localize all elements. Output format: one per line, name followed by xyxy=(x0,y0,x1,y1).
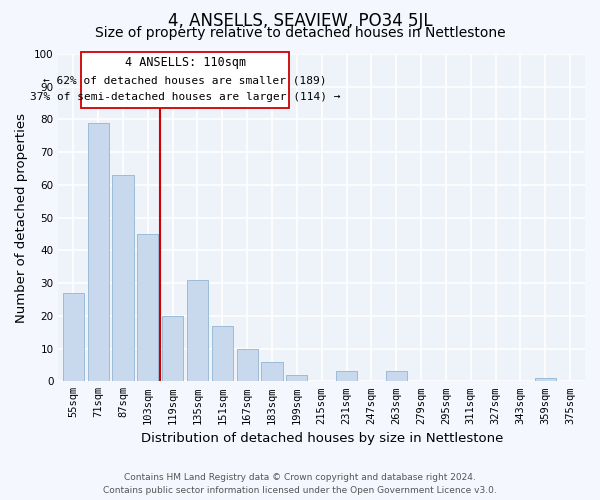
Bar xyxy=(336,372,357,382)
Text: Contains HM Land Registry data © Crown copyright and database right 2024.
Contai: Contains HM Land Registry data © Crown c… xyxy=(103,474,497,495)
Bar xyxy=(386,372,407,382)
Bar xyxy=(63,293,84,382)
Bar xyxy=(112,175,134,382)
X-axis label: Distribution of detached houses by size in Nettlestone: Distribution of detached houses by size … xyxy=(140,432,503,445)
Text: 4 ANSELLS: 110sqm: 4 ANSELLS: 110sqm xyxy=(125,56,245,68)
Y-axis label: Number of detached properties: Number of detached properties xyxy=(16,112,28,322)
Bar xyxy=(187,280,208,382)
Text: 37% of semi-detached houses are larger (114) →: 37% of semi-detached houses are larger (… xyxy=(30,92,340,102)
Bar xyxy=(262,362,283,382)
Bar xyxy=(137,234,158,382)
Bar xyxy=(88,122,109,382)
Text: ← 62% of detached houses are smaller (189): ← 62% of detached houses are smaller (18… xyxy=(43,75,327,85)
Bar xyxy=(236,348,258,382)
Bar xyxy=(162,316,183,382)
Bar xyxy=(286,375,307,382)
Text: Size of property relative to detached houses in Nettlestone: Size of property relative to detached ho… xyxy=(95,26,505,40)
FancyBboxPatch shape xyxy=(81,52,289,108)
Text: 4, ANSELLS, SEAVIEW, PO34 5JL: 4, ANSELLS, SEAVIEW, PO34 5JL xyxy=(167,12,433,30)
Bar xyxy=(212,326,233,382)
Bar xyxy=(535,378,556,382)
